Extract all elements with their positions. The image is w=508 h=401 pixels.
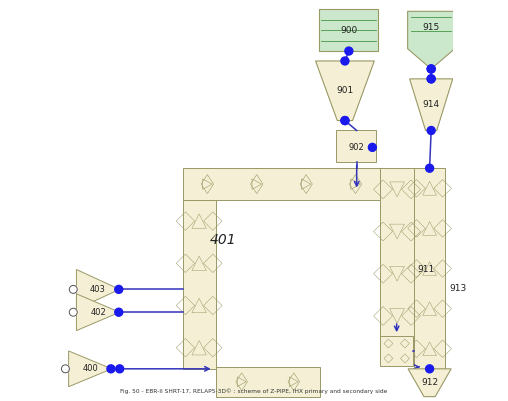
Bar: [320, 9, 378, 51]
Circle shape: [426, 365, 433, 373]
Text: 902: 902: [349, 143, 365, 152]
Polygon shape: [408, 369, 451, 397]
Text: 402: 402: [90, 308, 106, 317]
Polygon shape: [315, 61, 374, 121]
Polygon shape: [76, 269, 119, 309]
Bar: [215, 367, 320, 397]
Polygon shape: [407, 11, 455, 69]
Circle shape: [427, 75, 435, 83]
Circle shape: [69, 286, 77, 294]
Circle shape: [61, 365, 70, 373]
Circle shape: [69, 308, 77, 316]
Bar: [335, 130, 376, 162]
Bar: [414, 168, 446, 369]
Text: 403: 403: [90, 285, 106, 294]
Circle shape: [115, 286, 123, 294]
Circle shape: [427, 126, 435, 134]
Circle shape: [341, 57, 349, 65]
Circle shape: [107, 365, 115, 373]
Text: 401: 401: [210, 233, 237, 247]
Text: 915: 915: [423, 23, 440, 32]
Bar: [183, 168, 380, 200]
Circle shape: [427, 65, 435, 73]
Text: 901: 901: [336, 86, 354, 95]
Polygon shape: [69, 351, 112, 387]
Bar: [380, 168, 414, 337]
Circle shape: [345, 47, 353, 55]
Circle shape: [368, 144, 376, 151]
Bar: [183, 200, 215, 369]
Text: 913: 913: [449, 284, 466, 293]
Circle shape: [427, 75, 435, 83]
Text: 912: 912: [421, 378, 438, 387]
Text: 900: 900: [340, 26, 358, 35]
Polygon shape: [76, 294, 119, 330]
Circle shape: [115, 308, 123, 316]
Bar: [380, 336, 413, 366]
Circle shape: [116, 365, 123, 373]
Text: 914: 914: [423, 100, 440, 109]
Circle shape: [426, 164, 433, 172]
Text: 911: 911: [418, 265, 435, 274]
Text: 400: 400: [82, 365, 98, 373]
Circle shape: [341, 117, 349, 125]
Polygon shape: [409, 79, 453, 130]
Text: Fig. 50 - EBR-II SHRT-17, RELAP5-3D© : scheme of Z-PIPE, IHX primary and seconda: Fig. 50 - EBR-II SHRT-17, RELAP5-3D© : s…: [120, 388, 388, 394]
Circle shape: [341, 117, 349, 125]
Circle shape: [427, 65, 435, 73]
